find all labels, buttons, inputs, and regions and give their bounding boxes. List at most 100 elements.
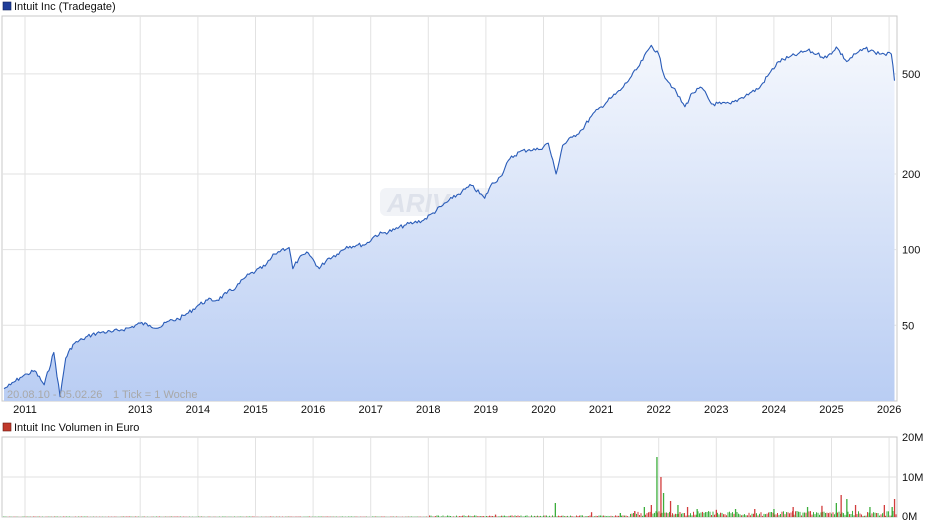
volume-bar	[4, 516, 6, 517]
volume-bar	[676, 514, 678, 517]
volume-bar	[840, 495, 842, 517]
volume-bar	[874, 512, 876, 517]
volume-bar	[595, 515, 597, 517]
price-area-fill	[4, 45, 895, 401]
volume-bar	[823, 511, 825, 517]
volume-bar	[34, 516, 36, 517]
volume-bar	[565, 516, 567, 517]
volume-bar	[835, 503, 837, 517]
y-tick-label: 500	[902, 69, 920, 81]
volume-bar	[496, 516, 498, 517]
volume-bar	[642, 515, 643, 517]
volume-bar	[885, 515, 886, 517]
volume-bar	[843, 513, 844, 517]
volume-bar	[460, 516, 462, 517]
volume-bar	[471, 516, 472, 517]
volume-bar	[793, 514, 795, 517]
volume-bar	[142, 516, 144, 517]
volume-bar	[612, 516, 613, 517]
volume-bar	[834, 514, 835, 517]
volume-bar	[567, 515, 568, 517]
x-tick-label: 2014	[186, 404, 210, 416]
volume-bar	[577, 516, 579, 517]
x-tick-label: 2017	[358, 404, 382, 416]
volume-bar	[636, 513, 637, 517]
volume-bar	[691, 515, 693, 517]
volume-bar	[729, 511, 730, 517]
volume-bar	[736, 512, 738, 517]
volume-bar	[684, 513, 685, 517]
volume-bar	[127, 516, 129, 517]
volume-bar	[724, 514, 726, 517]
volume-bar	[880, 514, 882, 517]
volume-bar	[430, 515, 432, 517]
volume-bar	[639, 515, 640, 517]
volume-bar	[175, 516, 177, 517]
volume-bar	[466, 516, 468, 517]
volume-bar	[662, 493, 665, 517]
volume-bar	[487, 516, 489, 517]
volume-bar	[762, 515, 763, 517]
volume-bar	[892, 511, 894, 517]
volume-bar	[576, 515, 577, 517]
volume-bar	[198, 516, 199, 517]
volume-bar	[783, 511, 784, 517]
volume-bar	[606, 516, 607, 517]
volume-bar	[693, 511, 694, 517]
volume-bar	[753, 513, 754, 517]
volume-bar	[597, 516, 598, 517]
volume-bar	[447, 515, 448, 517]
volume-series	[3, 457, 897, 517]
volume-bar	[556, 516, 558, 517]
volume-bar	[594, 516, 595, 517]
volume-bar	[531, 515, 532, 517]
x-tick-label: 2019	[474, 404, 498, 416]
volume-bar	[121, 516, 123, 517]
volume-bar	[798, 511, 799, 517]
volume-bar	[37, 516, 39, 517]
volume-bar	[868, 512, 870, 517]
volume-bar	[78, 516, 79, 517]
volume-bar	[854, 505, 857, 517]
x-tick-label: 2021	[589, 404, 613, 416]
volume-bar	[682, 513, 684, 517]
volume-bar	[876, 513, 877, 517]
volume-legend-label: Intuit Inc Volumen in Euro	[14, 422, 139, 434]
volume-bar	[519, 516, 520, 517]
volume-bar	[717, 512, 718, 517]
volume-bar	[733, 513, 735, 517]
x-tick-label: 2023	[704, 404, 728, 416]
volume-bar	[81, 516, 82, 517]
y-tick-label: 200	[902, 169, 920, 181]
volume-bar	[484, 516, 486, 517]
volume-bar	[850, 514, 852, 517]
volume-bar	[789, 513, 790, 517]
volume-bar	[700, 512, 702, 517]
volume-bar	[574, 516, 576, 517]
tick-interval-label: 1 Tick = 1 Woche	[113, 389, 197, 401]
volume-bar	[590, 512, 593, 517]
volume-bar	[502, 515, 504, 517]
volume-bar	[895, 514, 897, 517]
volume-bar	[742, 514, 744, 517]
volume-bar	[552, 515, 553, 517]
volume-bar	[538, 516, 540, 517]
volume-bar	[478, 516, 480, 517]
volume-bar	[756, 513, 757, 517]
volume-bar	[669, 501, 672, 517]
volume-bar	[592, 516, 594, 517]
volume-bar	[799, 511, 801, 517]
volume-bar	[859, 513, 861, 517]
volume-bar	[507, 516, 508, 517]
volume-bar	[171, 516, 172, 517]
volume-bar	[831, 513, 832, 517]
volume-bar	[838, 511, 840, 517]
volume-bar	[441, 516, 442, 517]
volume-bar	[396, 516, 397, 517]
volume-bar	[738, 513, 739, 517]
volume-bar	[309, 516, 310, 517]
volume-bar	[135, 516, 136, 517]
volume-bar	[603, 515, 604, 517]
volume-bar	[708, 511, 709, 517]
volume-bar	[586, 516, 588, 517]
